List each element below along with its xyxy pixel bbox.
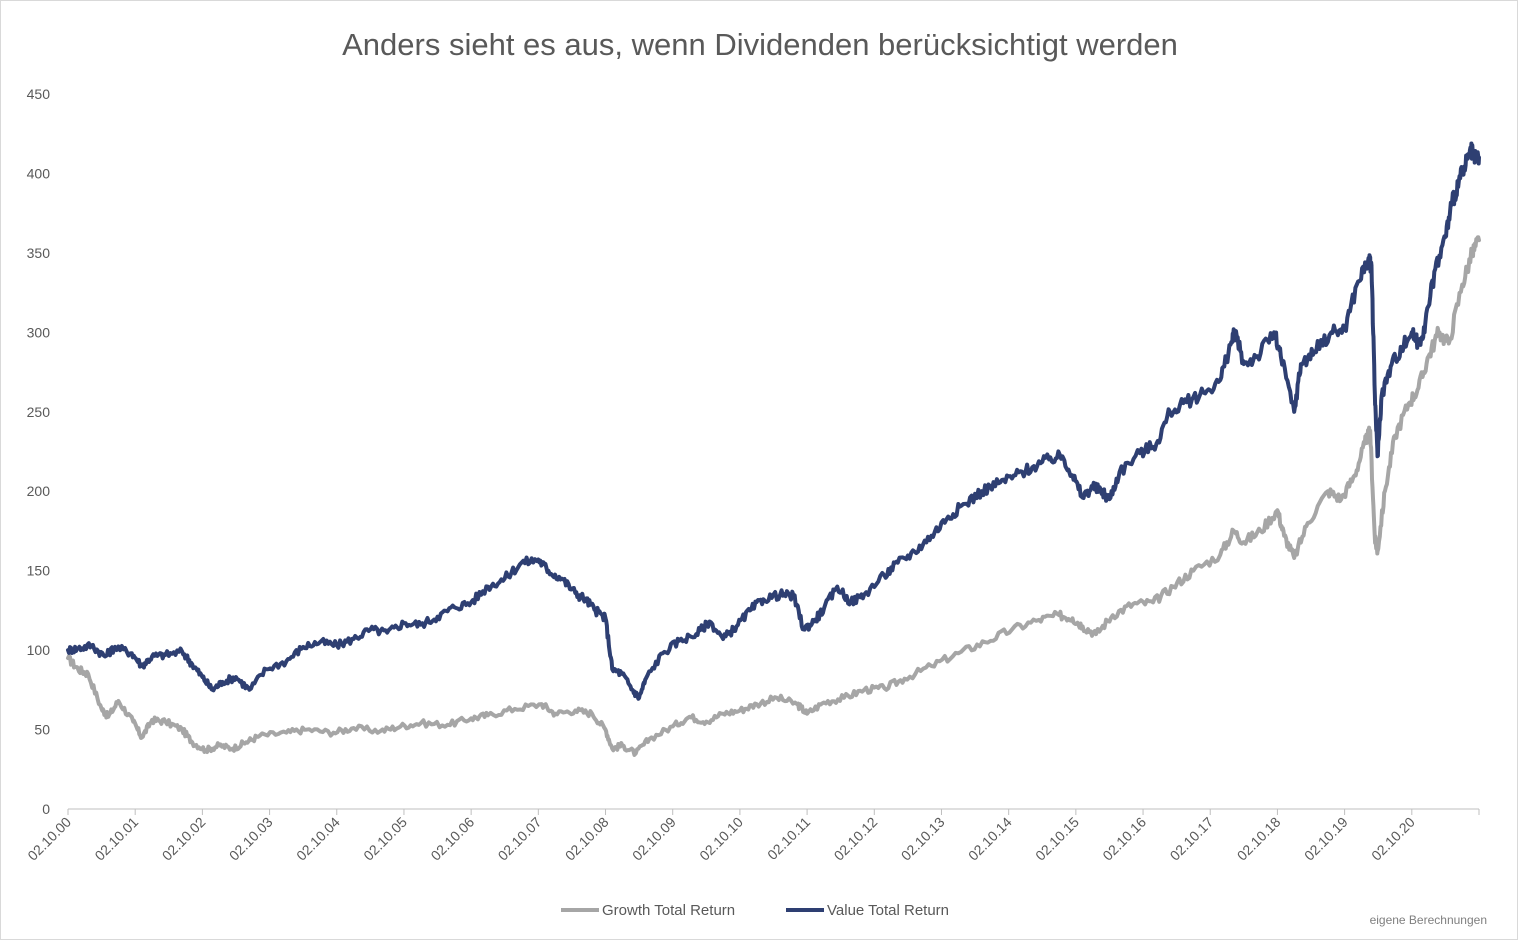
- x-tick-label: 02.10.19: [1301, 814, 1351, 864]
- y-tick-label: 350: [27, 245, 51, 261]
- x-tick-label: 02.10.01: [91, 814, 141, 864]
- x-tick-label: 02.10.14: [965, 814, 1015, 864]
- x-tick-label: 02.10.20: [1368, 814, 1418, 864]
- x-tick-label: 02.10.02: [159, 814, 209, 864]
- legend-label: Value Total Return: [827, 902, 949, 919]
- x-tick-label: 02.10.04: [293, 814, 343, 864]
- x-tick-label: 02.10.07: [495, 814, 545, 864]
- x-tick-label: 02.10.16: [1099, 814, 1149, 864]
- x-tick-label: 02.10.05: [360, 814, 410, 864]
- chart-title: Anders sieht es aus, wenn Dividenden ber…: [342, 27, 1178, 62]
- y-tick-label: 300: [27, 324, 51, 340]
- x-tick-label: 02.10.15: [1032, 814, 1082, 864]
- y-tick-label: 0: [42, 801, 50, 817]
- x-tick-label: 02.10.18: [1234, 814, 1284, 864]
- y-tick-label: 100: [27, 642, 51, 658]
- y-tick-label: 150: [27, 563, 51, 579]
- x-tick-label: 02.10.09: [629, 814, 679, 864]
- x-tick-label: 02.10.03: [226, 814, 276, 864]
- source-note: eigene Berechnungen: [1369, 913, 1487, 927]
- y-tick-label: 400: [27, 165, 51, 181]
- x-tick-label: 02.10.06: [427, 814, 477, 864]
- series-line-growth: [66, 235, 1481, 757]
- x-tick-label: 02.10.10: [696, 814, 746, 864]
- x-tick-label: 02.10.11: [764, 814, 813, 863]
- x-tick-label: 02.10.13: [898, 814, 948, 864]
- y-tick-label: 50: [34, 722, 50, 738]
- x-tick-label: 02.10.12: [831, 814, 881, 864]
- x-tick-label: 02.10.17: [1167, 814, 1217, 864]
- y-tick-label: 200: [27, 483, 51, 499]
- legend-label: Growth Total Return: [602, 902, 735, 919]
- y-tick-label: 250: [27, 404, 51, 420]
- y-tick-label: 450: [27, 86, 51, 102]
- x-tick-label: 02.10.00: [24, 814, 74, 864]
- x-tick-label: 02.10.08: [562, 814, 612, 864]
- series-line-value: [66, 141, 1481, 701]
